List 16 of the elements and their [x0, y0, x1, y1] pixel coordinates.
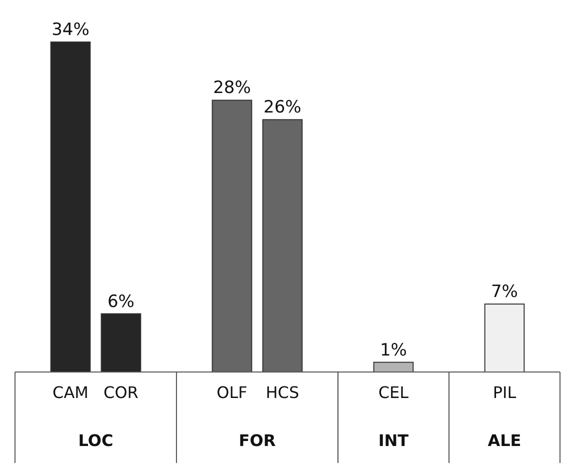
- text: LOC: [78, 431, 114, 450]
- data-label: 28%: [213, 78, 251, 98]
- x-tick-label: CEL: [378, 383, 409, 402]
- data-label: 7%: [491, 282, 518, 302]
- x-tick-label: CAM: [52, 383, 88, 402]
- x-tick-label: COR: [104, 383, 138, 402]
- text: ALE: [488, 431, 522, 450]
- x-tick-label: PIL: [492, 383, 516, 402]
- x-tick-label: OLF: [216, 383, 248, 402]
- data-label: 6%: [107, 292, 134, 312]
- data-label: 26%: [264, 98, 302, 118]
- text: FOR: [238, 431, 276, 450]
- data-label: 1%: [380, 340, 407, 360]
- text: INT: [378, 431, 409, 450]
- x-tick-label: HCS: [266, 383, 300, 402]
- data-label: 34%: [52, 20, 90, 40]
